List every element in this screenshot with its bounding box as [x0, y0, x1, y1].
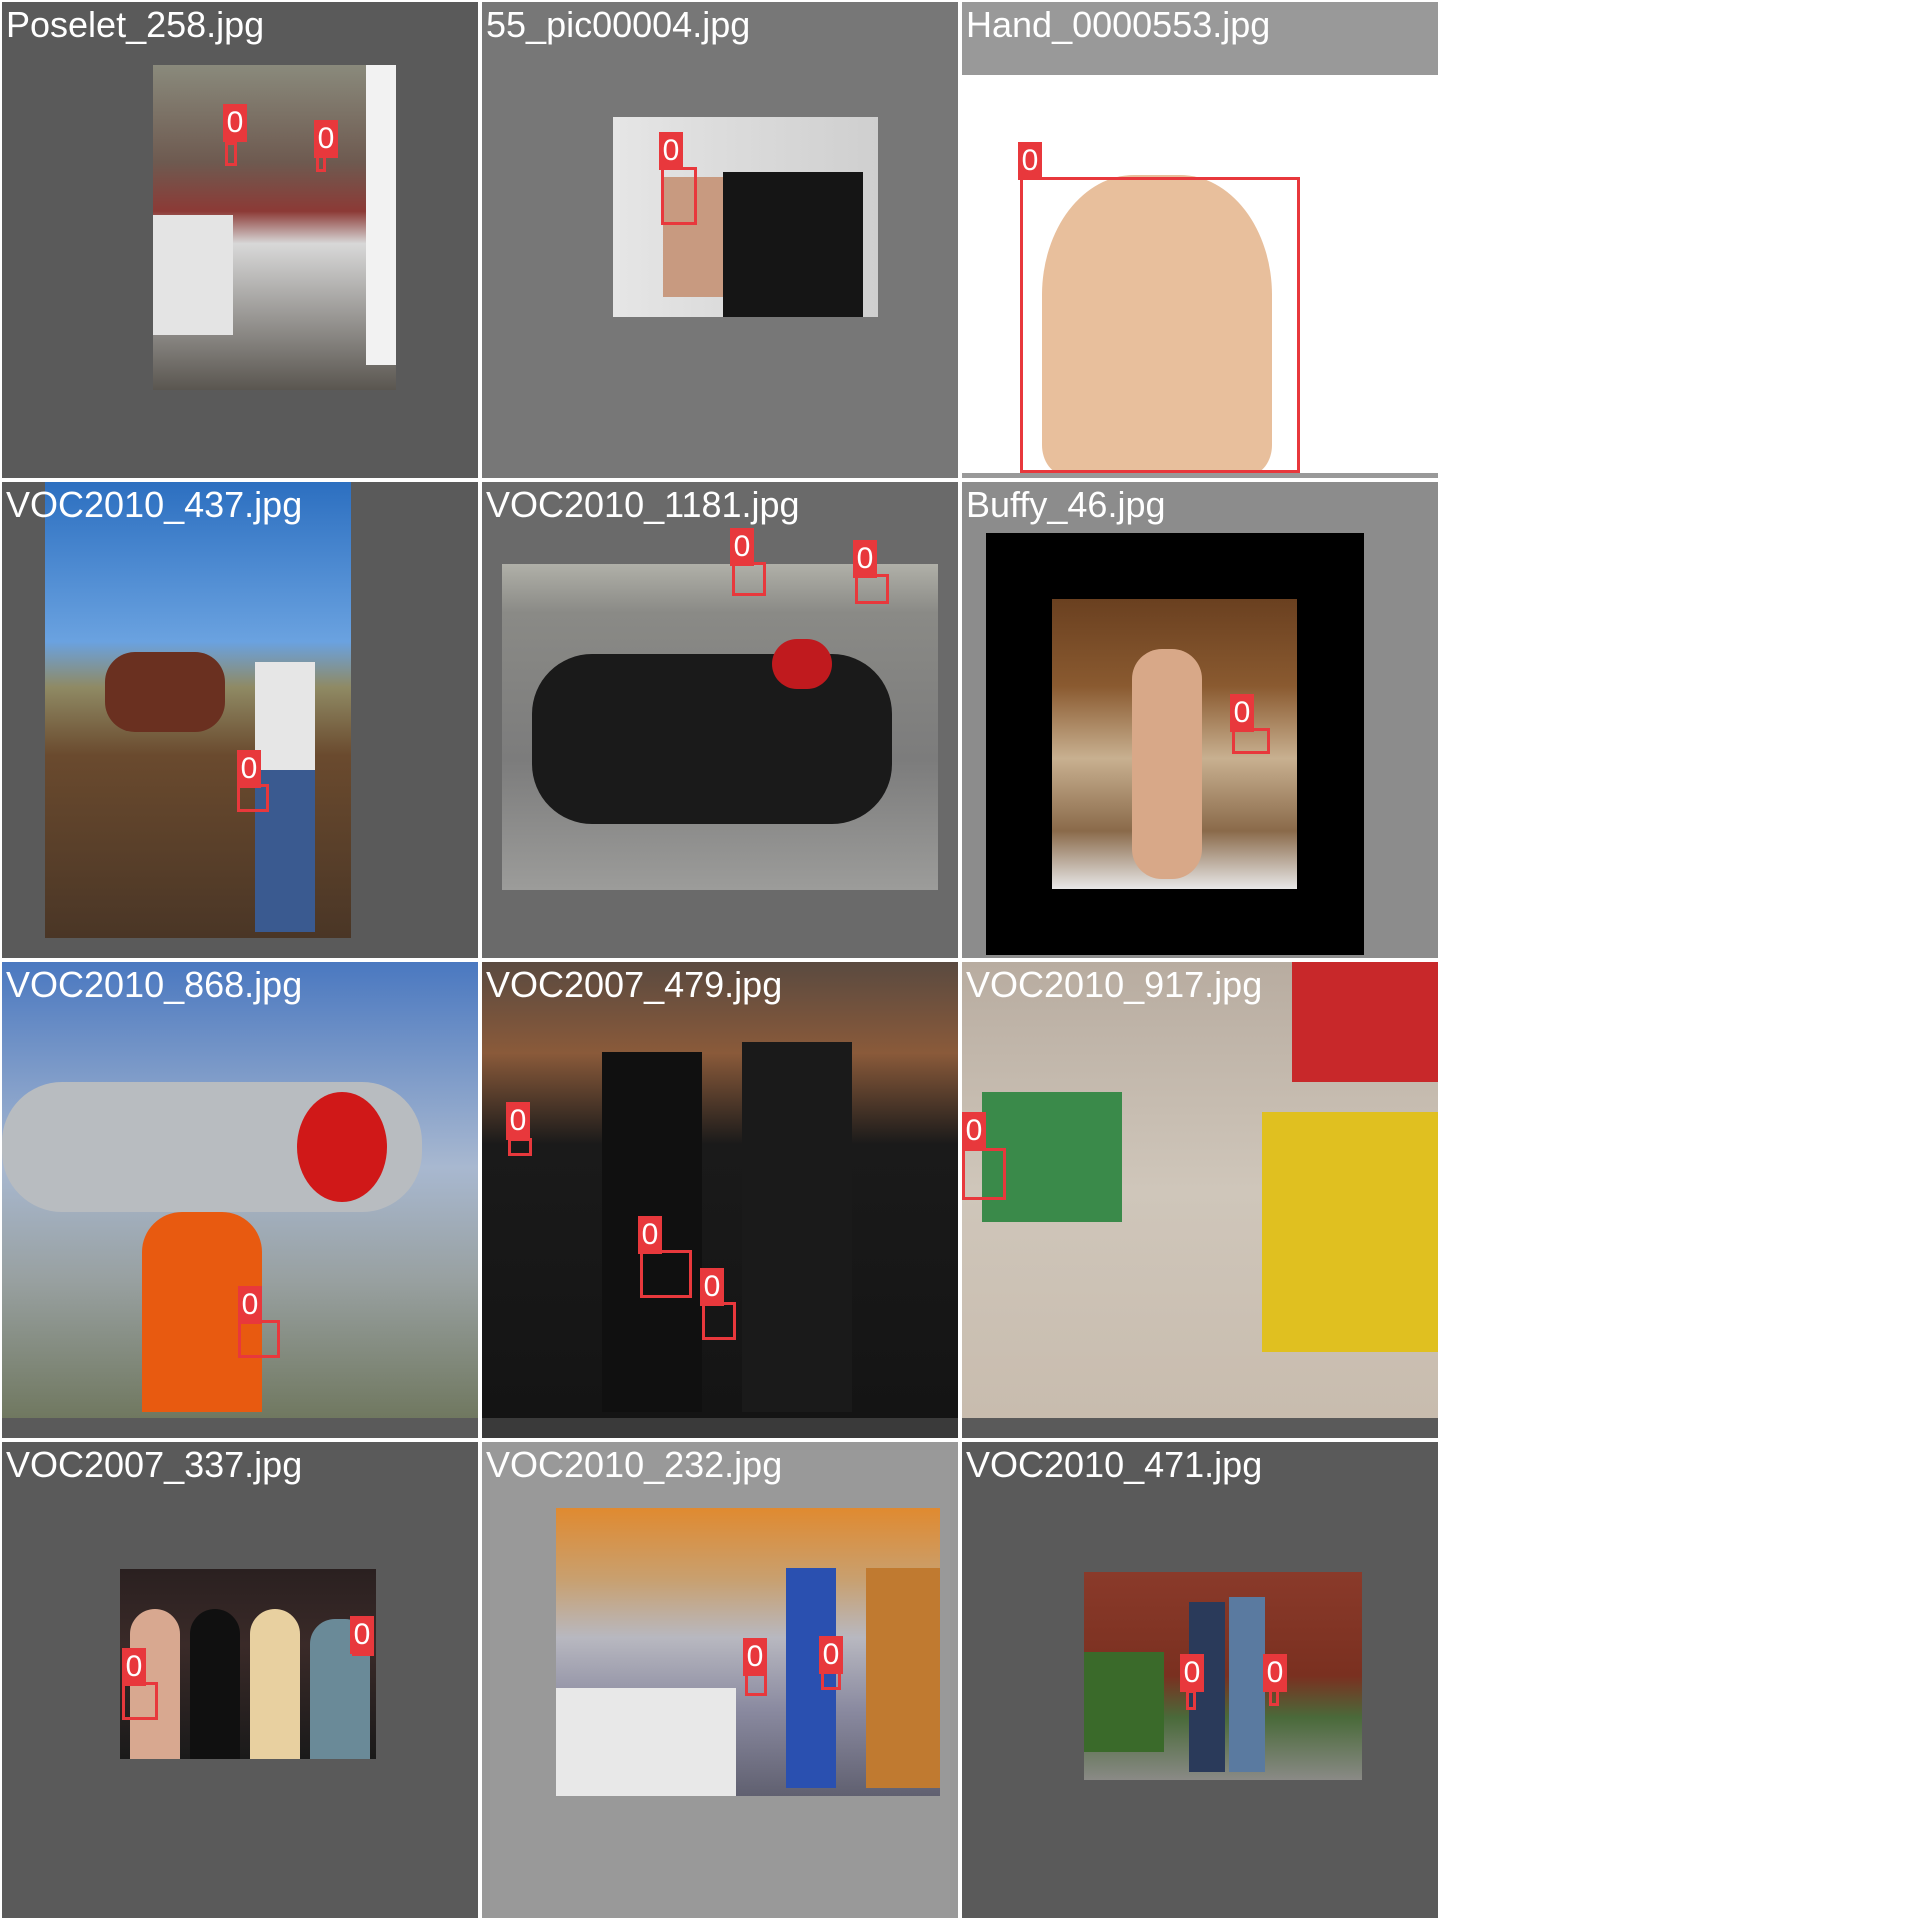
- person-shape: [786, 1568, 836, 1788]
- filename-label: Buffy_46.jpg: [966, 484, 1166, 525]
- door-shape: [866, 1568, 940, 1788]
- bbox-label: 0: [314, 120, 338, 158]
- tile-voc2010-917: 0 VOC2010_917.jpg: [962, 962, 1438, 1438]
- bbox: [640, 1250, 692, 1298]
- motorcycle-shape: [532, 654, 892, 824]
- bbox-label: 0: [853, 540, 877, 578]
- filename-label: VOC2010_471.jpg: [966, 1444, 1263, 1485]
- tile-poselet-258: 0 0 Poselet_258.jpg: [2, 2, 478, 478]
- tile-voc2010-471: 0 0 VOC2010_471.jpg: [962, 1442, 1438, 1918]
- photo: [962, 75, 1438, 473]
- photo: [2, 962, 478, 1418]
- filename-label: Poselet_258.jpg: [6, 4, 265, 45]
- photo: [45, 482, 351, 938]
- propeller-shape: [297, 1092, 387, 1202]
- tile-buffy-46: 0 Buffy_46.jpg: [962, 482, 1438, 958]
- table-shape: [556, 1688, 736, 1796]
- bbox-label: 0: [1230, 694, 1254, 732]
- person-shape: [250, 1609, 300, 1759]
- filename-label: VOC2010_1181.jpg: [486, 484, 800, 525]
- bbox-label: 0: [223, 104, 247, 142]
- bbox: [962, 1148, 1006, 1200]
- bbox: [508, 1138, 532, 1156]
- bbox-label: 0: [1018, 142, 1042, 180]
- bbox-label: 0: [730, 528, 754, 566]
- shirt-shape: [723, 172, 863, 317]
- bbox: [661, 167, 697, 225]
- photo: [482, 962, 958, 1418]
- chair-red-shape: [1292, 962, 1438, 1082]
- filename-label: Hand_0000553.jpg: [966, 4, 1271, 45]
- bbox: [237, 784, 269, 812]
- tile-voc2010-232: 0 0 VOC2010_232.jpg: [482, 1442, 958, 1918]
- bbox: [1020, 177, 1300, 473]
- bbox: [225, 142, 237, 166]
- bush-shape: [1084, 1652, 1164, 1752]
- tile-voc2007-337: 0 0 VOC2007_337.jpg: [2, 1442, 478, 1918]
- bbox-label: 0: [350, 1616, 374, 1654]
- bbox-label: 0: [1180, 1654, 1204, 1692]
- tile-voc2010-868: 0 VOC2010_868.jpg: [2, 962, 478, 1438]
- photo: [153, 65, 396, 390]
- bbox-label: 0: [659, 132, 683, 170]
- filename-label: VOC2007_337.jpg: [6, 1444, 303, 1485]
- filename-label: VOC2007_479.jpg: [486, 964, 783, 1005]
- photo-letterbox: [986, 533, 1364, 955]
- person-shape: [1132, 649, 1202, 879]
- person-shape: [255, 662, 315, 932]
- bus-shape: [366, 65, 396, 365]
- photo: [120, 1569, 376, 1759]
- chair-yellow-shape: [1262, 1112, 1438, 1352]
- helmet-shape: [772, 639, 832, 689]
- photo: [962, 962, 1438, 1418]
- bbox-label: 0: [700, 1268, 724, 1306]
- bbox-label: 0: [238, 1286, 262, 1324]
- person-shape: [1229, 1597, 1265, 1772]
- bbox-label: 0: [962, 1112, 986, 1150]
- bbox: [732, 562, 766, 596]
- bbox-label: 0: [638, 1216, 662, 1254]
- filename-label: VOC2010_437.jpg: [6, 484, 303, 525]
- person-shape: [742, 1042, 852, 1412]
- filename-label: VOC2010_232.jpg: [486, 1444, 783, 1485]
- person-shape: [190, 1609, 240, 1759]
- tile-hand-0000553: 0 Hand_0000553.jpg: [962, 2, 1438, 478]
- photo-inner: [1052, 599, 1297, 889]
- bbox: [702, 1302, 736, 1340]
- photo: [1084, 1572, 1362, 1780]
- filename-label: 55_pic00004.jpg: [486, 4, 751, 45]
- tile-voc2010-1181: 0 0 VOC2010_1181.jpg: [482, 482, 958, 958]
- bbox: [1186, 1690, 1196, 1710]
- filename-label: VOC2010_868.jpg: [6, 964, 303, 1005]
- car-shape: [153, 215, 233, 335]
- bbox-label: 0: [743, 1638, 767, 1676]
- bbox: [238, 1320, 280, 1358]
- bbox: [855, 574, 889, 604]
- tile-55-pic00004: 0 55_pic00004.jpg: [482, 2, 958, 478]
- tile-voc2007-479: 0 0 0 VOC2007_479.jpg: [482, 962, 958, 1438]
- hand-shape: [1042, 175, 1272, 473]
- bbox: [122, 1682, 158, 1720]
- tile-voc2010-437: 0 VOC2010_437.jpg: [2, 482, 478, 958]
- horse-shape: [105, 652, 225, 732]
- photo: [502, 564, 938, 890]
- bbox-label: 0: [122, 1648, 146, 1686]
- filename-label: VOC2010_917.jpg: [966, 964, 1263, 1005]
- bbox-label: 0: [506, 1102, 530, 1140]
- photo: [613, 117, 878, 317]
- bbox-label: 0: [819, 1636, 843, 1674]
- arm-shape: [663, 177, 723, 297]
- bbox-label: 0: [1263, 1654, 1287, 1692]
- bbox-label: 0: [237, 750, 261, 788]
